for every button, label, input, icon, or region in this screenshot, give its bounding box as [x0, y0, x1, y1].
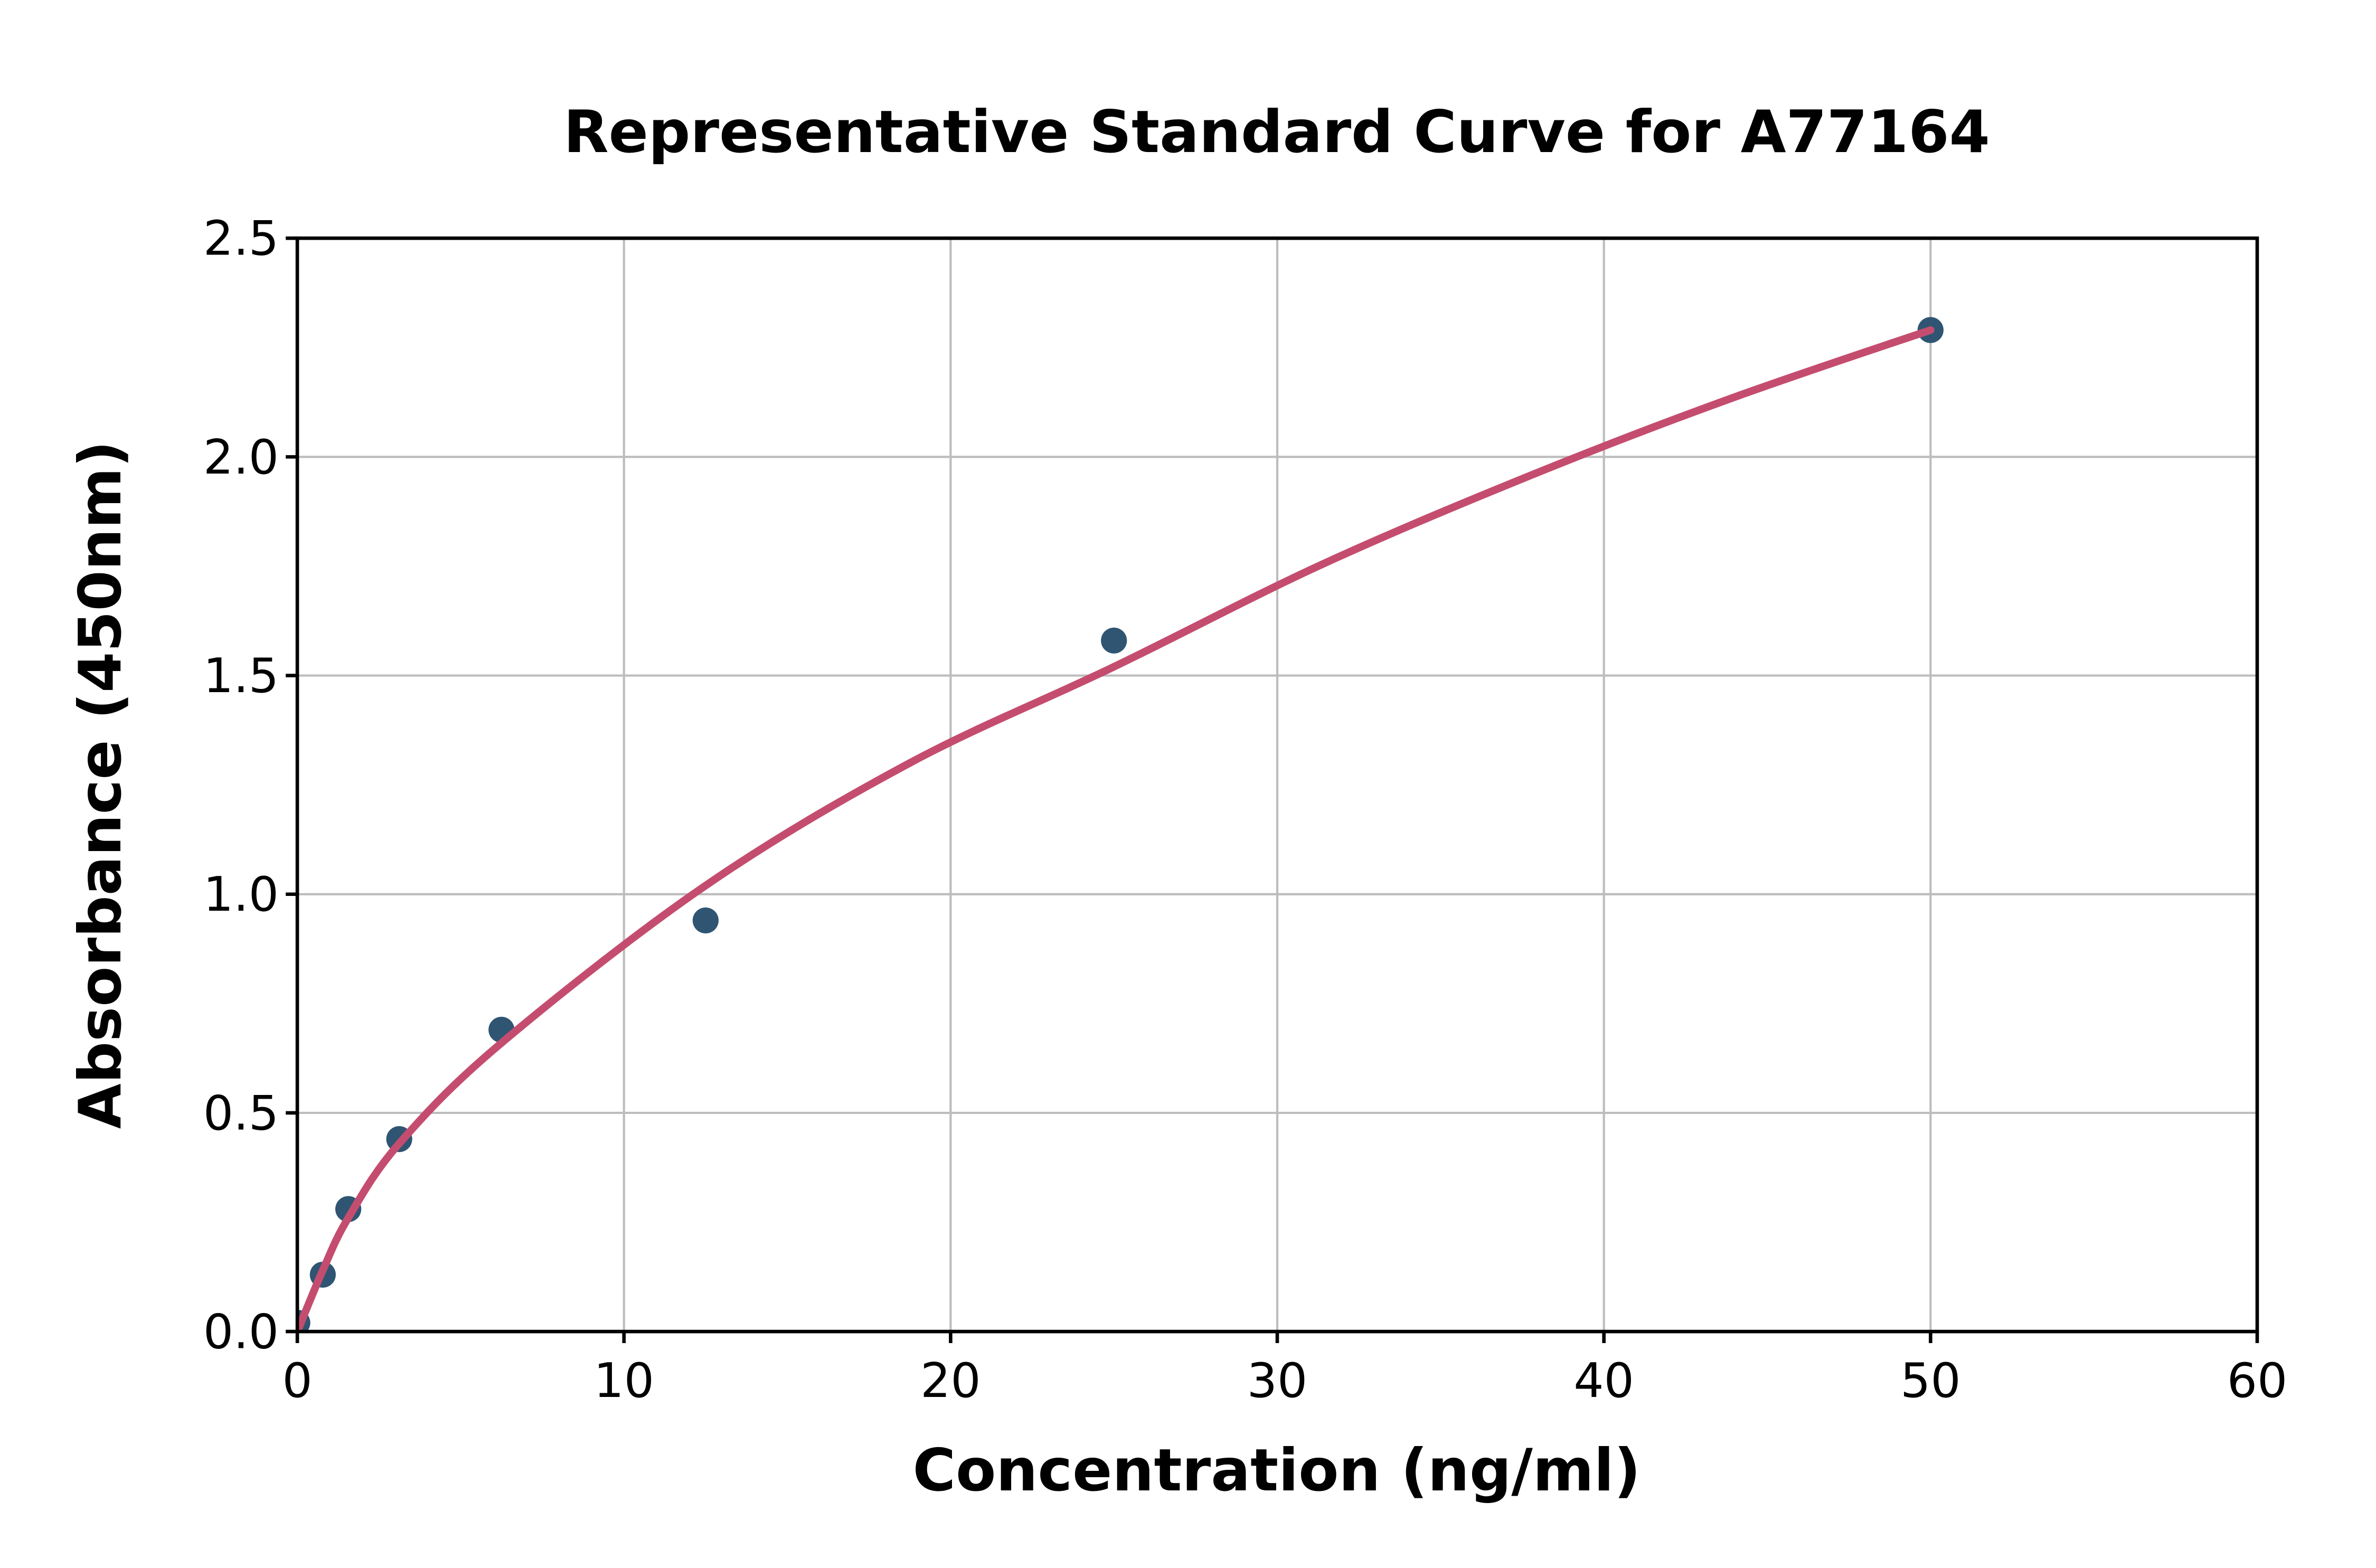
axes-layer [286, 236, 2259, 1343]
fit-curve [297, 326, 1935, 1332]
x-tick-label: 10 [593, 1353, 654, 1409]
grid-layer [297, 238, 2257, 1332]
y-tick-label: 2.5 [203, 211, 279, 267]
chart-title: Representative Standard Curve for A77164 [563, 98, 1990, 166]
x-tick-label: 60 [2227, 1353, 2288, 1409]
x-tick-label: 30 [1247, 1353, 1308, 1409]
y-tick-label: 0.0 [203, 1305, 279, 1360]
x-axis-title: Concentration (ng/ml) [913, 1437, 1641, 1505]
x-tick-label: 0 [282, 1353, 312, 1409]
data-layer [297, 317, 1944, 1332]
data-point [1101, 627, 1127, 654]
y-tick-label: 2.0 [203, 430, 279, 485]
y-tick-label: 0.5 [203, 1085, 279, 1141]
x-tick-label: 20 [920, 1353, 981, 1409]
data-point [692, 907, 719, 934]
x-tick-label: 50 [1900, 1353, 1961, 1409]
y-axis-title: Absorbance (450nm) [67, 441, 135, 1129]
y-tick-label: 1.0 [203, 867, 279, 922]
x-tick-label: 40 [1573, 1353, 1634, 1409]
tick-label-layer: 0 10 20 30 40 50 60 0.0 0.5 1.0 1.5 2.0 2.5 [203, 211, 2287, 1409]
plot-border [295, 236, 2259, 1334]
y-tick-label: 1.5 [203, 648, 279, 704]
